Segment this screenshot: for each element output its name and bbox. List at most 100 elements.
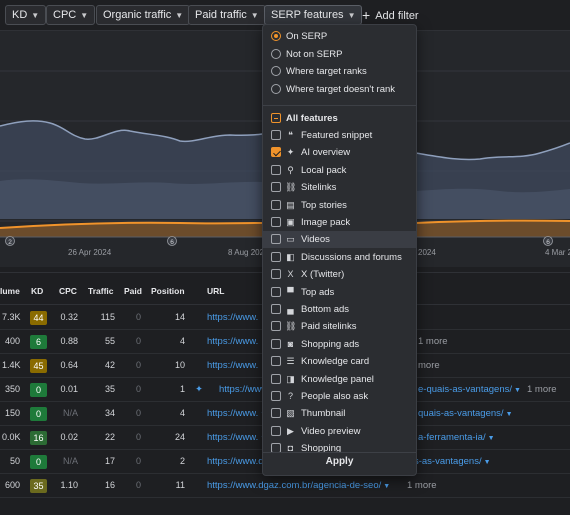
ai-overview-icon: ✦ bbox=[286, 147, 295, 158]
annotation-marker[interactable] bbox=[167, 236, 177, 246]
annotation-marker[interactable] bbox=[5, 236, 15, 246]
serp-feature-option[interactable]: ▶ Video preview bbox=[263, 423, 416, 440]
organic-traffic-filter-button[interactable]: Organic traffic ▼ bbox=[96, 5, 191, 25]
chevron-down-icon[interactable]: ▼ bbox=[514, 387, 521, 394]
column-header-url[interactable]: URL bbox=[207, 286, 225, 296]
column-header-paid[interactable]: Paid bbox=[124, 286, 142, 296]
url-tail[interactable]: e-quais-as-vantagens/▼ bbox=[418, 384, 521, 395]
position-cell: 24 bbox=[174, 432, 185, 442]
checkbox[interactable] bbox=[271, 234, 281, 245]
checkbox[interactable] bbox=[271, 304, 281, 314]
checkbox[interactable] bbox=[271, 321, 281, 332]
serp-feature-option[interactable]: ⛓ Paid sitelinks bbox=[263, 318, 416, 335]
url-link[interactable]: https://www. bbox=[207, 336, 258, 347]
cpc-cell: N/A bbox=[62, 408, 78, 418]
serp-feature-option[interactable]: ⛓ Sitelinks bbox=[263, 179, 416, 196]
chevron-down-icon: ▼ bbox=[347, 11, 356, 20]
more-urls-link[interactable]: more bbox=[418, 360, 440, 371]
checkbox[interactable] bbox=[271, 217, 281, 227]
apply-button[interactable]: Apply bbox=[325, 456, 354, 467]
serp-feature-option[interactable]: ◙ Shopping ads bbox=[263, 336, 416, 353]
serp-position-option[interactable]: Where target ranks bbox=[263, 63, 416, 80]
serp-feature-option[interactable]: ◨ Knowledge panel bbox=[263, 371, 416, 388]
checkbox[interactable] bbox=[271, 286, 281, 297]
checkbox[interactable] bbox=[271, 269, 281, 280]
url-link[interactable]: https://www.▼ bbox=[207, 432, 267, 443]
serp-features-dropdown: On SERP Not on SERP Where target ranks Wher… bbox=[262, 24, 417, 476]
add-filter-button[interactable]: + Add filter bbox=[362, 5, 419, 25]
kd-filter-button[interactable]: KD ▼ bbox=[5, 5, 47, 25]
column-header-volume[interactable]: lume bbox=[0, 286, 20, 296]
checkbox[interactable] bbox=[271, 130, 281, 140]
annotation-marker[interactable] bbox=[543, 236, 553, 246]
serp-feature-option[interactable]: ▧ Thumbnail bbox=[263, 405, 416, 422]
url-link[interactable]: https://www. bbox=[207, 312, 258, 323]
serp-feature-option[interactable]: ✦ AI overview bbox=[263, 144, 416, 161]
checkbox[interactable] bbox=[271, 147, 281, 158]
traffic-line-right bbox=[415, 142, 570, 161]
serp-feature-option[interactable]: X X (Twitter) bbox=[263, 266, 416, 283]
volume-cell: 400 bbox=[4, 336, 20, 346]
checkbox[interactable] bbox=[271, 356, 281, 367]
url-link[interactable]: https://www. bbox=[207, 360, 258, 371]
all-features-option[interactable]: All features bbox=[263, 110, 416, 127]
radio-button[interactable] bbox=[271, 66, 281, 76]
serp-feature-option[interactable]: ⚲ Local pack bbox=[263, 162, 416, 179]
discussions-icon: ◧ bbox=[286, 251, 295, 262]
serp-feature-option[interactable]: ▄ Bottom ads bbox=[263, 301, 416, 318]
kd-badge: 35 bbox=[30, 479, 47, 493]
checkbox[interactable] bbox=[271, 408, 281, 419]
serp-feature-option[interactable]: ▤ Top stories bbox=[263, 197, 416, 214]
serp-feature-option[interactable]: ▣ Image pack bbox=[263, 214, 416, 231]
radio-button[interactable] bbox=[271, 31, 281, 41]
url-text: https://www. bbox=[219, 384, 271, 395]
organic-traffic-filter-label: Organic traffic bbox=[103, 9, 172, 21]
chevron-down-icon[interactable]: ▼ bbox=[505, 411, 513, 418]
chevron-down-icon[interactable]: ▼ bbox=[487, 435, 495, 442]
checkbox[interactable] bbox=[271, 251, 281, 262]
serp-feature-option[interactable]: ◧ Discussions and forums bbox=[263, 249, 416, 266]
serp-position-option[interactable]: Where target doesn't rank bbox=[263, 81, 416, 98]
serp-position-option[interactable]: Not on SERP bbox=[263, 46, 416, 63]
serp-feature-option[interactable]: ☰ Knowledge card bbox=[263, 353, 416, 370]
checkbox[interactable] bbox=[271, 164, 281, 175]
checkbox[interactable] bbox=[271, 338, 281, 349]
all-features-checkbox[interactable] bbox=[271, 113, 281, 123]
radio-button[interactable] bbox=[271, 48, 281, 59]
column-header-cpc[interactable]: CPC bbox=[59, 286, 77, 296]
serp-feature-option[interactable]: ▭ Videos bbox=[263, 231, 416, 249]
feature-label: Bottom ads bbox=[301, 304, 350, 315]
chevron-down-icon[interactable]: ▼ bbox=[383, 483, 391, 490]
checkbox[interactable] bbox=[271, 182, 281, 193]
x-twitter-icon: X bbox=[287, 269, 294, 280]
serp-position-option[interactable]: On SERP bbox=[263, 28, 416, 45]
feature-label: Top ads bbox=[301, 286, 335, 298]
kd-badge: 6 bbox=[30, 335, 47, 349]
paid-traffic-filter-button[interactable]: Paid traffic ▼ bbox=[188, 5, 266, 25]
checkbox[interactable] bbox=[271, 373, 281, 384]
column-header-position[interactable]: Position bbox=[151, 286, 185, 296]
url-link[interactable]: https://www.▼ bbox=[207, 408, 267, 419]
column-header-kd[interactable]: KD bbox=[31, 286, 44, 296]
radio-button[interactable] bbox=[271, 83, 281, 94]
feature-label: X (Twitter) bbox=[301, 269, 345, 281]
more-urls-link[interactable]: 1 more bbox=[407, 480, 437, 491]
serp-feature-option[interactable]: ❝ Featured snippet bbox=[263, 127, 416, 144]
url-tail[interactable]: a-ferramenta-ia/▼ bbox=[418, 432, 495, 443]
paid-cell: 0 bbox=[135, 360, 141, 370]
checkbox[interactable] bbox=[271, 199, 281, 210]
more-urls-link[interactable]: 1 more bbox=[527, 384, 557, 395]
more-urls-link[interactable]: 1 more bbox=[418, 336, 448, 347]
serp-features-filter-button[interactable]: SERP features ▼ bbox=[264, 5, 363, 25]
serp-feature-option[interactable]: ? People also ask bbox=[263, 388, 416, 405]
chevron-down-icon[interactable]: ▼ bbox=[483, 459, 491, 466]
url-link[interactable]: https://www.dgaz.com.br/agencia-de-seo/▼ bbox=[207, 480, 390, 491]
checkbox[interactable] bbox=[271, 425, 281, 436]
url-tail[interactable]: quais-as-vantagens/▼ bbox=[418, 408, 513, 419]
serp-feature-option[interactable]: ▀ Top ads bbox=[263, 284, 416, 301]
column-header-traffic[interactable]: Traffic bbox=[88, 286, 114, 296]
cpc-filter-button[interactable]: CPC ▼ bbox=[46, 5, 96, 25]
cpc-cell: N/A bbox=[62, 456, 78, 466]
feature-label: Knowledge card bbox=[301, 356, 370, 368]
checkbox[interactable] bbox=[271, 391, 281, 401]
